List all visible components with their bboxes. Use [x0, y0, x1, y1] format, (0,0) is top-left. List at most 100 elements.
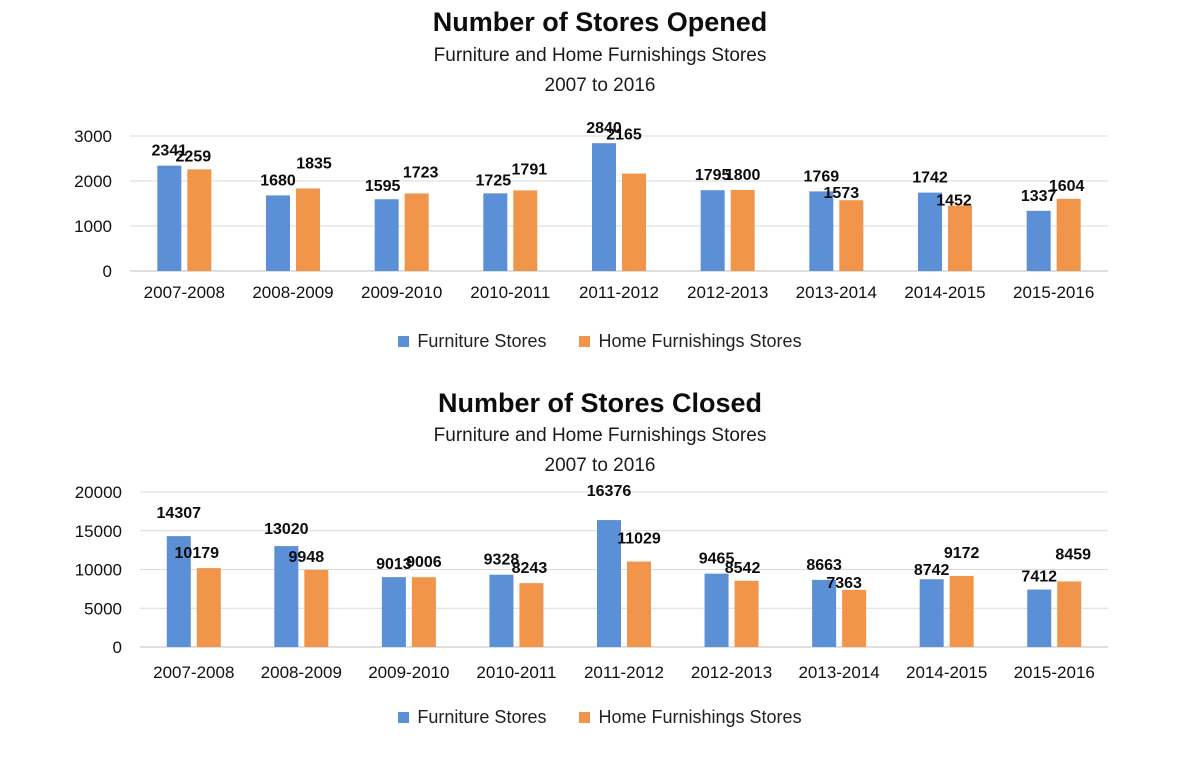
furniture-bar	[919, 579, 944, 647]
y-tick-label: 5000	[84, 599, 122, 618]
data-label: 9948	[289, 549, 325, 566]
x-tick-label: 2008-2009	[252, 283, 333, 302]
data-label: 16376	[587, 483, 632, 500]
x-tick-label: 2011-2012	[579, 283, 659, 302]
x-tick-label: 2014-2015	[904, 283, 985, 302]
home-furnishings-bar	[304, 569, 329, 647]
data-label: 9013	[376, 556, 412, 573]
furniture-bar	[918, 192, 942, 271]
x-tick-label: 2015-2016	[1013, 283, 1094, 302]
furniture-bar	[157, 165, 182, 271]
chart-title-opened: Number of Stores Opened	[432, 7, 768, 37]
y-tick-label: 0	[113, 638, 122, 657]
home-furnishings-bar	[1056, 198, 1081, 271]
data-label: 2165	[606, 127, 642, 144]
furniture-bar	[166, 536, 191, 647]
home-furnishings-bar	[839, 200, 864, 271]
legend-opened: Furniture Stores Home Furnishings Stores	[0, 331, 1200, 352]
data-label: 1795	[695, 167, 731, 184]
legend-item-furniture: Furniture Stores	[398, 707, 546, 728]
furniture-bar	[483, 193, 508, 271]
y-tick-label: 2000	[74, 172, 112, 191]
data-label: 1835	[296, 155, 332, 172]
legend-closed: Furniture Stores Home Furnishings Stores	[0, 707, 1200, 728]
x-tick-label: 2014-2015	[906, 663, 987, 682]
x-tick-label: 2009-2010	[368, 663, 449, 682]
data-label: 7363	[826, 575, 862, 592]
home-furnishings-bar	[404, 193, 429, 271]
chart-subtitle-closed: Furniture and Home Furnishings Stores	[433, 425, 767, 446]
data-label: 2259	[176, 148, 212, 165]
data-label: 1791	[512, 161, 548, 178]
home-furnishings-bar	[627, 561, 651, 647]
legend-label-furniture: Furniture Stores	[417, 707, 547, 727]
data-label: 14307	[157, 505, 202, 522]
furniture-bar	[700, 190, 725, 271]
furniture-bar	[1027, 589, 1052, 647]
home-furnishings-bar	[296, 188, 320, 271]
x-tick-label: 2013-2014	[796, 283, 877, 302]
data-label: 10179	[175, 545, 220, 562]
x-tick-label: 2010-2011	[470, 283, 550, 302]
data-label: 1800	[725, 167, 761, 184]
data-label: 1573	[824, 185, 860, 202]
y-tick-label: 15000	[75, 522, 122, 541]
data-label: 8459	[1055, 546, 1091, 563]
data-label: 13020	[264, 521, 309, 538]
home-swatch-icon	[579, 336, 591, 347]
y-tick-label: 20000	[75, 483, 122, 502]
furniture-bar	[812, 579, 837, 647]
data-label: 2341	[152, 143, 188, 160]
chart-subtitle-opened: Furniture and Home Furnishings Stores	[433, 45, 767, 66]
chart-title-closed: Number of Stores Closed	[437, 388, 763, 418]
furniture-bar	[1026, 210, 1051, 271]
legend-item-home: Home Furnishings Stores	[579, 707, 802, 728]
home-furnishings-bar	[842, 589, 867, 647]
furniture-bar	[597, 520, 621, 647]
data-label: 1725	[476, 172, 512, 189]
data-label: 8243	[512, 560, 548, 577]
chart-years-closed: 2007 to 2016	[544, 455, 656, 476]
data-label: 1604	[1049, 178, 1085, 195]
legend-item-home: Home Furnishings Stores	[579, 331, 802, 352]
home-swatch-icon	[579, 712, 591, 723]
data-label: 7412	[1021, 569, 1057, 586]
home-furnishings-bar	[730, 190, 755, 271]
x-tick-label: 2009-2010	[361, 283, 442, 302]
data-label: 9328	[484, 552, 520, 569]
data-label: 1595	[365, 178, 401, 195]
furniture-swatch-icon	[398, 336, 410, 347]
furniture-bar	[374, 199, 399, 271]
furniture-bar	[266, 195, 290, 271]
furniture-bar	[381, 577, 406, 647]
data-label: 8742	[914, 562, 950, 579]
furniture-bar	[489, 574, 514, 647]
furniture-bar	[274, 546, 299, 647]
data-label: 9465	[699, 551, 735, 568]
legend-label-home: Home Furnishings Stores	[598, 331, 802, 351]
furniture-bar	[809, 191, 834, 271]
data-label: 8663	[806, 557, 842, 574]
legend-item-furniture: Furniture Stores	[398, 331, 546, 352]
home-furnishings-bar	[187, 169, 212, 271]
furniture-swatch-icon	[398, 712, 410, 723]
home-furnishings-bar	[196, 568, 221, 647]
x-tick-label: 2012-2013	[691, 663, 772, 682]
y-tick-label: 3000	[74, 127, 112, 146]
home-furnishings-bar	[411, 577, 436, 647]
data-label: 1723	[403, 164, 439, 181]
legend-label-furniture: Furniture Stores	[417, 331, 547, 351]
y-tick-label: 10000	[75, 561, 122, 580]
home-furnishings-bar	[622, 173, 646, 271]
data-label: 8542	[725, 560, 761, 577]
x-tick-label: 2007-2008	[153, 663, 234, 682]
data-label: 1742	[912, 170, 948, 187]
y-tick-label: 0	[103, 262, 112, 281]
home-furnishings-bar	[949, 575, 974, 647]
legend-label-home: Home Furnishings Stores	[598, 707, 802, 727]
chart-years-opened: 2007 to 2016	[544, 75, 656, 96]
furniture-bar	[704, 573, 729, 647]
x-tick-label: 2015-2016	[1014, 663, 1095, 682]
data-label: 1680	[260, 172, 296, 189]
